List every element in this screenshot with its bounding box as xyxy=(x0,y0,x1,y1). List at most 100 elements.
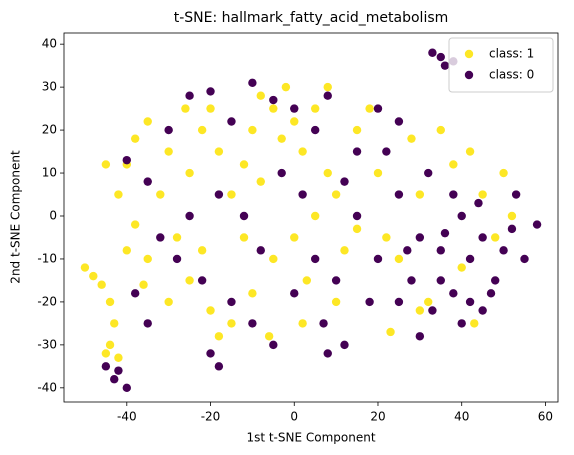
point xyxy=(415,190,425,199)
point xyxy=(97,280,106,289)
point xyxy=(214,362,224,371)
point xyxy=(478,306,487,315)
point xyxy=(323,82,332,92)
point xyxy=(277,134,286,143)
point xyxy=(319,319,328,328)
point xyxy=(340,177,349,186)
point xyxy=(407,134,416,143)
point xyxy=(290,104,299,113)
legend-marker xyxy=(464,70,474,80)
point xyxy=(440,61,450,70)
point xyxy=(206,349,215,358)
point xyxy=(185,276,194,285)
point xyxy=(424,168,433,178)
point xyxy=(310,125,320,135)
point xyxy=(415,233,425,242)
point xyxy=(436,125,445,135)
point xyxy=(365,104,374,113)
point xyxy=(197,125,207,135)
point xyxy=(214,190,224,199)
point xyxy=(465,147,475,156)
point xyxy=(465,254,475,264)
y-tick-label: 10 xyxy=(42,166,57,180)
point xyxy=(185,91,194,100)
point xyxy=(386,327,395,337)
point xyxy=(206,87,215,96)
point xyxy=(239,160,249,169)
point xyxy=(373,254,383,264)
point xyxy=(323,91,332,100)
x-tick-label: -40 xyxy=(117,410,137,424)
legend-box xyxy=(448,37,554,93)
point xyxy=(457,263,466,272)
point xyxy=(269,95,278,105)
point xyxy=(122,246,131,255)
x-tick-label: 20 xyxy=(370,410,385,424)
point xyxy=(352,211,362,221)
point xyxy=(227,297,236,307)
point xyxy=(114,353,123,362)
point xyxy=(110,319,119,328)
point xyxy=(449,160,458,169)
point xyxy=(428,48,437,57)
point xyxy=(520,254,529,264)
point xyxy=(143,319,152,328)
point xyxy=(511,190,521,199)
point xyxy=(407,276,416,285)
point xyxy=(436,276,445,285)
y-tick-label: 30 xyxy=(42,80,57,94)
point xyxy=(298,147,307,156)
point xyxy=(164,297,173,307)
point xyxy=(340,246,349,255)
point xyxy=(264,332,274,341)
point xyxy=(269,104,278,113)
point xyxy=(143,177,152,186)
point xyxy=(352,224,362,234)
point xyxy=(290,233,299,242)
chart-title: t-SNE: hallmark_fatty_acid_metabolism xyxy=(174,10,449,26)
point xyxy=(499,246,508,255)
point xyxy=(130,134,140,143)
point xyxy=(281,82,291,92)
point xyxy=(101,160,111,169)
point xyxy=(139,280,148,289)
point xyxy=(424,297,433,307)
point xyxy=(394,190,404,199)
point xyxy=(440,228,450,238)
point xyxy=(491,276,500,285)
point xyxy=(394,297,404,307)
point xyxy=(172,254,182,264)
point xyxy=(122,383,131,393)
point xyxy=(340,340,349,350)
point xyxy=(436,52,445,62)
point xyxy=(449,190,458,199)
x-tick-label: -20 xyxy=(201,410,221,424)
point xyxy=(298,319,307,328)
point xyxy=(352,147,362,156)
x-tick-label: 0 xyxy=(290,410,298,424)
point xyxy=(290,289,299,298)
point xyxy=(491,233,500,242)
legend-marker xyxy=(464,49,474,59)
point xyxy=(382,147,391,156)
point xyxy=(185,211,194,221)
point xyxy=(185,168,194,178)
point xyxy=(478,190,487,199)
point xyxy=(248,319,257,328)
point xyxy=(105,297,115,307)
point xyxy=(101,349,111,358)
point xyxy=(130,220,140,229)
point xyxy=(436,246,445,255)
y-tick-label: 40 xyxy=(42,37,57,51)
point xyxy=(80,263,90,272)
point xyxy=(89,271,98,281)
point xyxy=(331,297,341,307)
point xyxy=(373,104,383,113)
point xyxy=(428,306,437,315)
point xyxy=(256,91,265,100)
point xyxy=(302,276,312,285)
point xyxy=(323,168,332,178)
point xyxy=(248,78,257,88)
point xyxy=(197,276,207,285)
point xyxy=(403,246,412,255)
